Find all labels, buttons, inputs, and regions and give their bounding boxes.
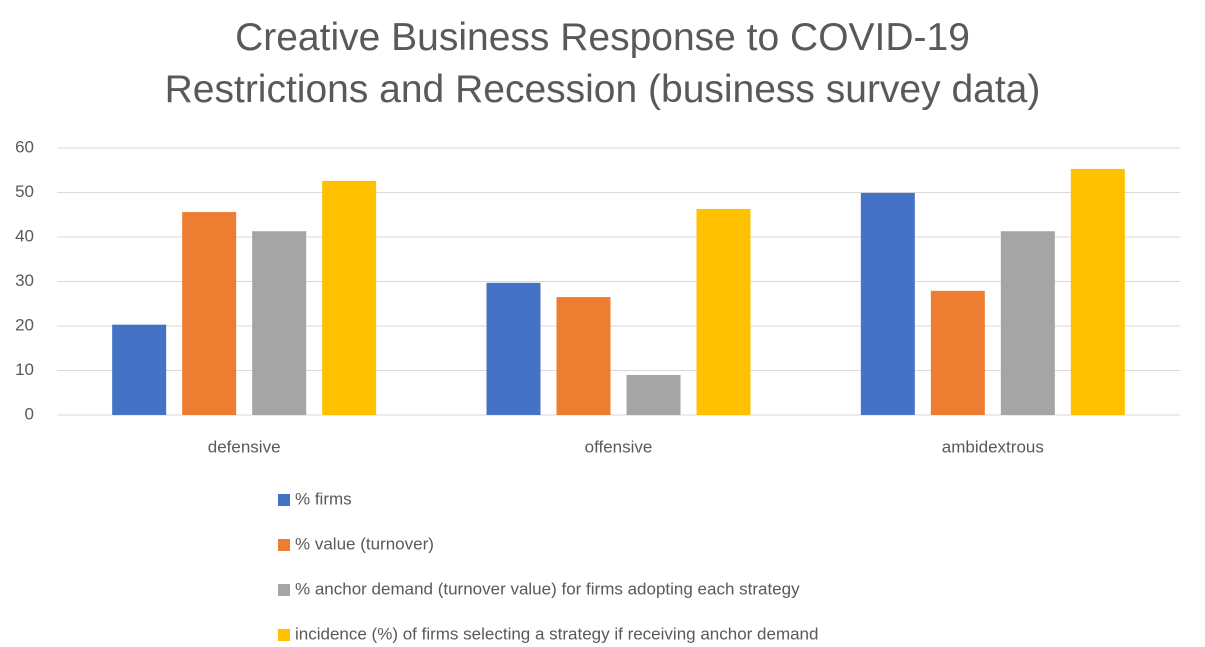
bar [182, 212, 237, 415]
y-tick-label: 40 [15, 226, 34, 245]
x-tick-label: offensive [585, 437, 653, 456]
bar [112, 324, 167, 415]
legend-swatch [278, 584, 290, 596]
y-tick-label: 50 [15, 182, 34, 201]
y-tick-label: 60 [15, 137, 34, 156]
chart-title: Creative Business Response to COVID-19 R… [164, 16, 1041, 111]
bar [556, 297, 611, 415]
legend-label: % anchor demand (turnover value) for fir… [295, 579, 800, 598]
legend-swatch [278, 629, 290, 641]
bar [1070, 168, 1125, 415]
legend-label: incidence (%) of firms selecting a strat… [295, 624, 818, 643]
y-tick-label: 20 [15, 315, 34, 334]
y-tick-label: 0 [25, 404, 34, 423]
bar [322, 180, 377, 415]
bar [930, 290, 985, 415]
bar [1000, 231, 1055, 415]
bar [860, 192, 915, 415]
x-tick-label: defensive [208, 437, 281, 456]
legend-label: % value (turnover) [295, 534, 434, 553]
x-tick-label: ambidextrous [942, 437, 1044, 456]
bar [252, 231, 307, 415]
bar [626, 374, 681, 415]
bar [486, 282, 541, 415]
y-tick-label: 10 [15, 360, 34, 379]
bar [696, 208, 751, 415]
legend-label: % firms [295, 489, 352, 508]
legend-swatch [278, 539, 290, 551]
legend-swatch [278, 494, 290, 506]
y-tick-label: 30 [15, 271, 34, 290]
